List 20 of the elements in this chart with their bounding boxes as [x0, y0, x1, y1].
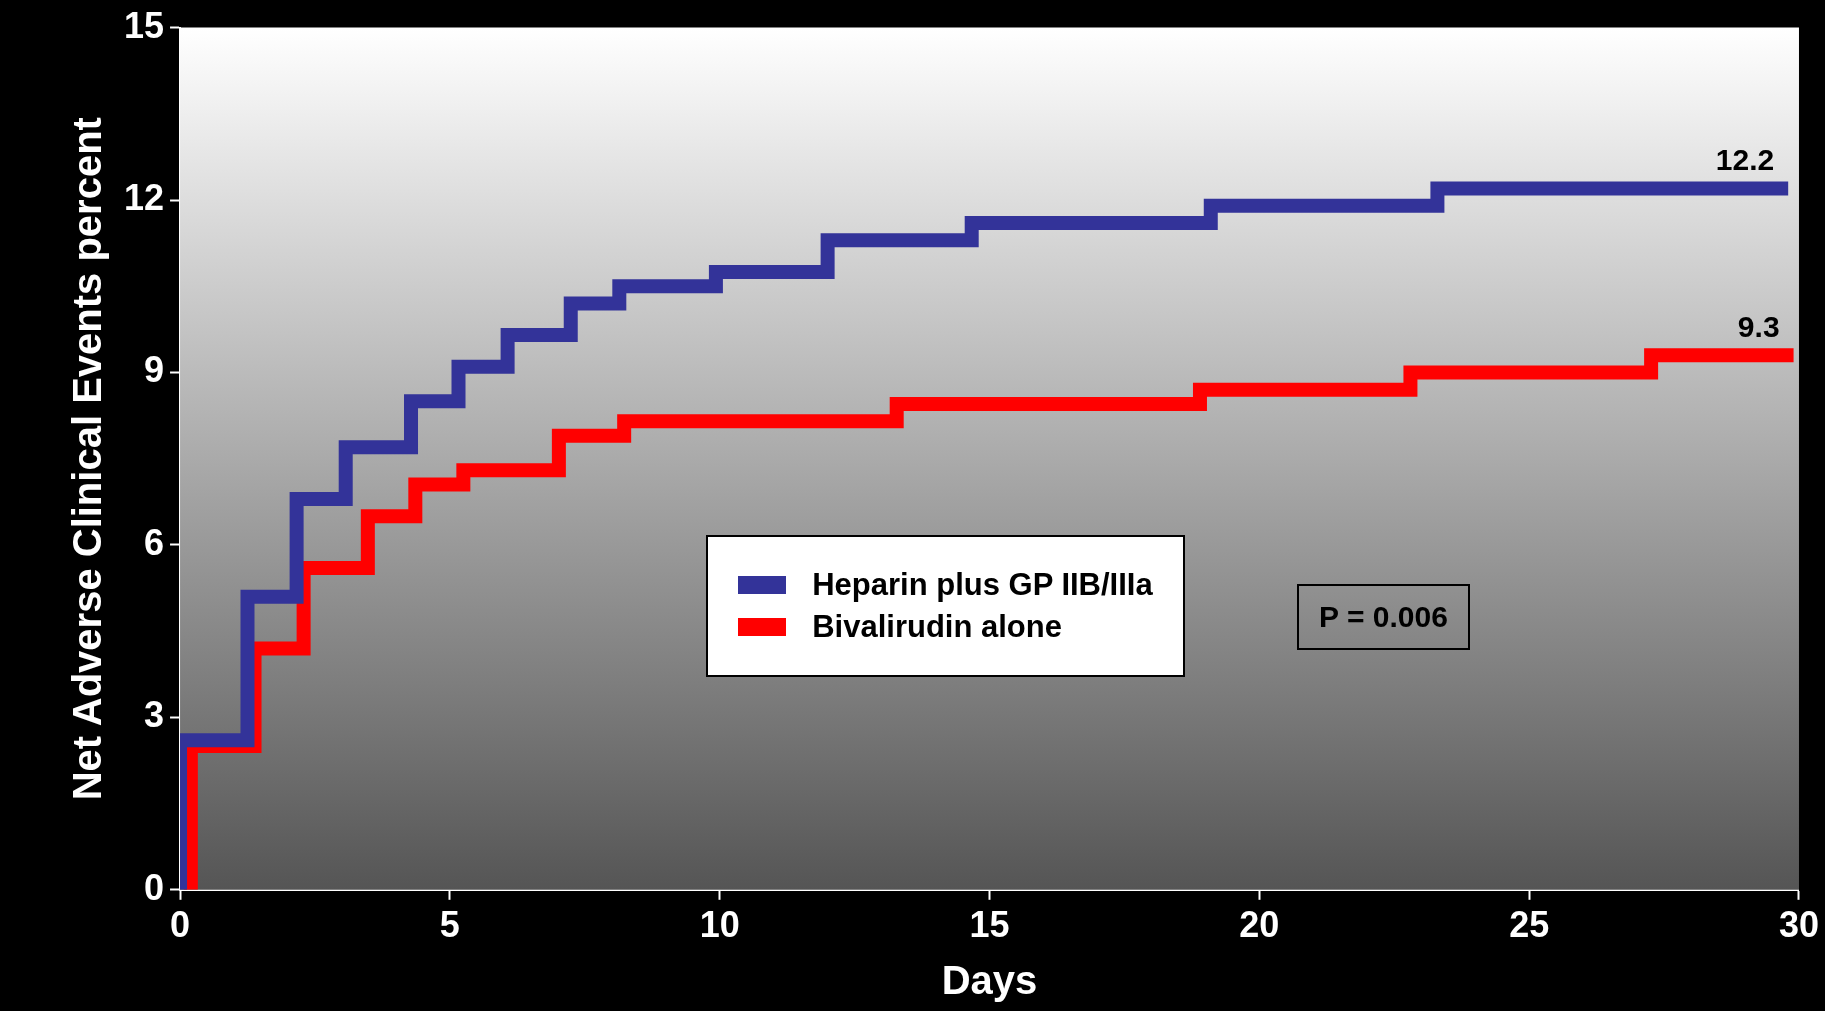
x-tick-label: 30: [1778, 904, 1819, 946]
y-axis-title: Net Adverse Clinical Events percent: [65, 117, 110, 801]
annotation: 12.2: [1715, 142, 1775, 176]
y-tick-label: 0: [144, 866, 165, 908]
y-tick-label: 3: [144, 694, 165, 736]
x-tick-label: 20: [1239, 904, 1280, 946]
x-tick-label: 15: [969, 904, 1010, 946]
x-tick-label: 0: [170, 904, 191, 946]
y-tick-label: 9: [144, 349, 165, 391]
annotation: 9.3: [1737, 309, 1780, 343]
x-tick-label: 25: [1509, 904, 1550, 946]
legend-label: Heparin plus GP IIB/IIIa: [812, 566, 1153, 603]
x-tick-label: 10: [699, 904, 740, 946]
y-tick-label: 12: [124, 176, 165, 218]
x-tick-label: 5: [439, 904, 460, 946]
y-tick-label: 6: [144, 521, 165, 563]
annotation: P = 0.006: [1297, 583, 1470, 650]
y-tick-label: 15: [124, 4, 165, 46]
legend-label: Bivalirudin alone: [812, 608, 1062, 645]
x-axis-title: Days: [941, 958, 1038, 1003]
